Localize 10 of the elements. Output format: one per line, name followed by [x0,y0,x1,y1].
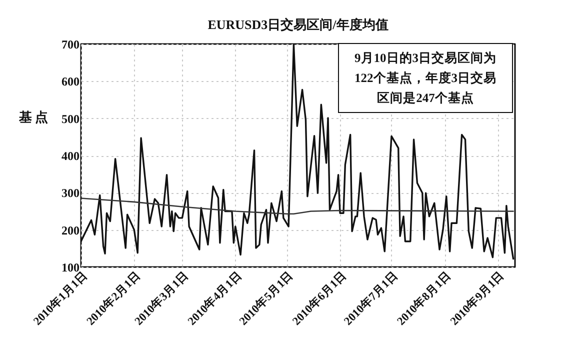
y-tick-label: 300 [62,186,80,200]
chart-title: EURUSD3日交易区间/年度均值 [208,17,388,32]
y-tick-label: 700 [62,38,80,52]
y-tick-label: 600 [62,74,80,89]
y-tick-label: 200 [62,223,80,238]
line-series [81,198,514,214]
y-axis-title: 基 点 [18,110,48,124]
y-tick-label: 400 [62,149,80,163]
y-tick-label: 500 [62,112,80,126]
annotation: 9月10日的3日交易区间为122个基点，年度3日交易区间是247个基点 [338,43,513,113]
